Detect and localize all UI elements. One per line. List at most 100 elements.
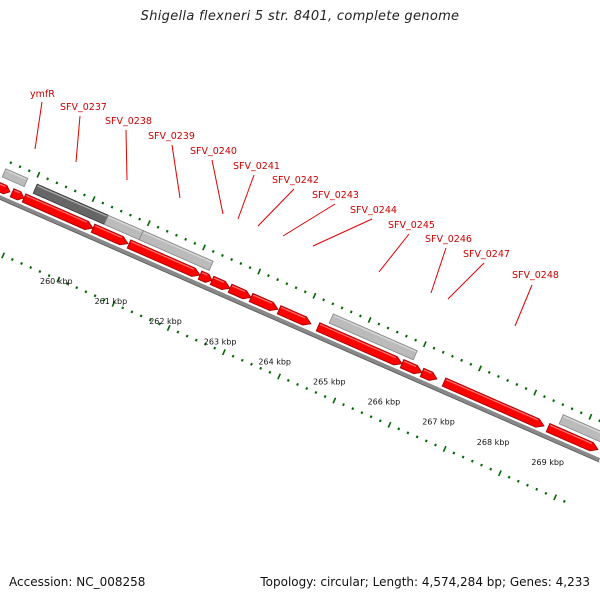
lower-tick bbox=[38, 270, 42, 274]
upper-tick bbox=[267, 274, 270, 278]
lower-tick bbox=[121, 306, 125, 310]
scale-label: 262 kbp bbox=[149, 317, 182, 326]
gene-arrow bbox=[209, 275, 231, 290]
upper-tick bbox=[83, 193, 86, 197]
lower-tick bbox=[130, 310, 134, 314]
gene-arrow bbox=[227, 283, 252, 300]
gene-label-sfv_0247: SFV_0247 bbox=[463, 249, 510, 260]
upper-tick bbox=[91, 195, 96, 203]
scale-label: 263 kbp bbox=[204, 337, 237, 346]
lower-tick bbox=[66, 282, 69, 286]
lower-tick bbox=[204, 342, 207, 346]
lower-tick bbox=[56, 276, 61, 283]
leader-line bbox=[282, 203, 336, 237]
gene-block-grey bbox=[138, 230, 214, 271]
lower-tick bbox=[102, 298, 106, 302]
upper-tick bbox=[515, 383, 519, 387]
gene-arrow bbox=[9, 188, 25, 201]
lower-tick bbox=[139, 314, 143, 318]
lower-tick-track bbox=[1, 252, 566, 503]
upper-tick bbox=[46, 177, 50, 181]
upper-tick bbox=[165, 229, 169, 233]
label-leaders bbox=[34, 101, 533, 327]
upper-tick bbox=[497, 374, 500, 378]
gene-arrow bbox=[197, 270, 213, 283]
gene-arrow bbox=[399, 359, 423, 375]
upper-tick bbox=[414, 338, 418, 342]
gene-block-grey bbox=[558, 414, 600, 443]
upper-tick bbox=[312, 292, 317, 299]
scale-label: 267 kbp bbox=[422, 418, 455, 427]
scale-label: 261 kbp bbox=[95, 297, 128, 306]
gene-label-sfv_0244: SFV_0244 bbox=[350, 205, 397, 216]
lower-tick bbox=[296, 382, 299, 386]
lower-tick bbox=[387, 421, 392, 428]
upper-tick bbox=[55, 181, 59, 185]
lower-tick bbox=[29, 266, 33, 270]
lower-tick bbox=[434, 443, 437, 447]
lower-tick bbox=[442, 445, 447, 453]
lower-tick bbox=[148, 318, 152, 322]
leader-line bbox=[514, 284, 533, 327]
upper-tick bbox=[588, 413, 593, 420]
lower-tick bbox=[369, 415, 373, 419]
lower-tick bbox=[544, 491, 548, 495]
scale-label: 269 kbp bbox=[531, 458, 564, 467]
lower-tick bbox=[158, 322, 161, 326]
lower-tick bbox=[185, 334, 189, 338]
leader-line bbox=[34, 101, 43, 150]
lower-tick bbox=[332, 397, 337, 404]
upper-tick-track bbox=[9, 161, 600, 423]
upper-tick bbox=[303, 290, 307, 294]
leader-line bbox=[211, 159, 224, 215]
upper-tick bbox=[257, 268, 262, 275]
lower-tick bbox=[535, 487, 539, 491]
gene-arrow bbox=[441, 377, 545, 428]
gene-arrow bbox=[21, 193, 94, 230]
lower-tick bbox=[314, 391, 318, 395]
scale-label: 266 kbp bbox=[368, 398, 401, 407]
gene-arrow bbox=[248, 292, 279, 312]
upper-tick bbox=[146, 220, 151, 227]
lower-tick bbox=[250, 362, 253, 366]
upper-tick bbox=[322, 298, 326, 302]
lower-tick bbox=[305, 386, 309, 390]
lower-tick bbox=[1, 252, 6, 259]
gene-label-sfv_0245: SFV_0245 bbox=[388, 220, 435, 231]
lower-tick bbox=[351, 407, 355, 411]
backbone bbox=[0, 195, 600, 463]
upper-tick bbox=[561, 403, 565, 407]
upper-tick bbox=[570, 407, 574, 411]
lower-tick bbox=[84, 290, 88, 294]
lower-tick bbox=[75, 286, 79, 290]
upper-tick bbox=[184, 237, 188, 241]
gene-arrow bbox=[276, 305, 312, 326]
lower-tick bbox=[93, 294, 97, 298]
upper-tick bbox=[478, 365, 482, 372]
lower-tick bbox=[526, 483, 529, 487]
gene-arrow bbox=[126, 239, 201, 277]
upper-tick bbox=[129, 213, 132, 217]
upper-tick bbox=[294, 286, 298, 290]
upper-tick bbox=[211, 249, 215, 253]
gene-label-sfv_0239: SFV_0239 bbox=[148, 131, 195, 142]
lower-tick bbox=[397, 427, 401, 431]
lower-tick bbox=[231, 354, 235, 358]
lower-tick bbox=[489, 467, 493, 471]
accession-text: Accession: NC_008258 bbox=[9, 575, 146, 589]
upper-tick bbox=[202, 244, 206, 251]
upper-tick bbox=[36, 171, 41, 178]
lower-tick bbox=[470, 459, 474, 463]
leader-line bbox=[125, 129, 128, 181]
upper-tick bbox=[533, 389, 538, 396]
lower-tick bbox=[553, 494, 558, 501]
lower-tick bbox=[342, 403, 345, 407]
upper-tick bbox=[579, 411, 583, 415]
leader-line bbox=[378, 233, 410, 273]
gene-label-sfv_0242: SFV_0242 bbox=[272, 175, 319, 186]
upper-tick bbox=[110, 205, 114, 209]
feature-track bbox=[0, 168, 600, 452]
lower-tick bbox=[166, 324, 171, 332]
upper-tick bbox=[386, 326, 390, 330]
upper-tick bbox=[506, 378, 510, 382]
